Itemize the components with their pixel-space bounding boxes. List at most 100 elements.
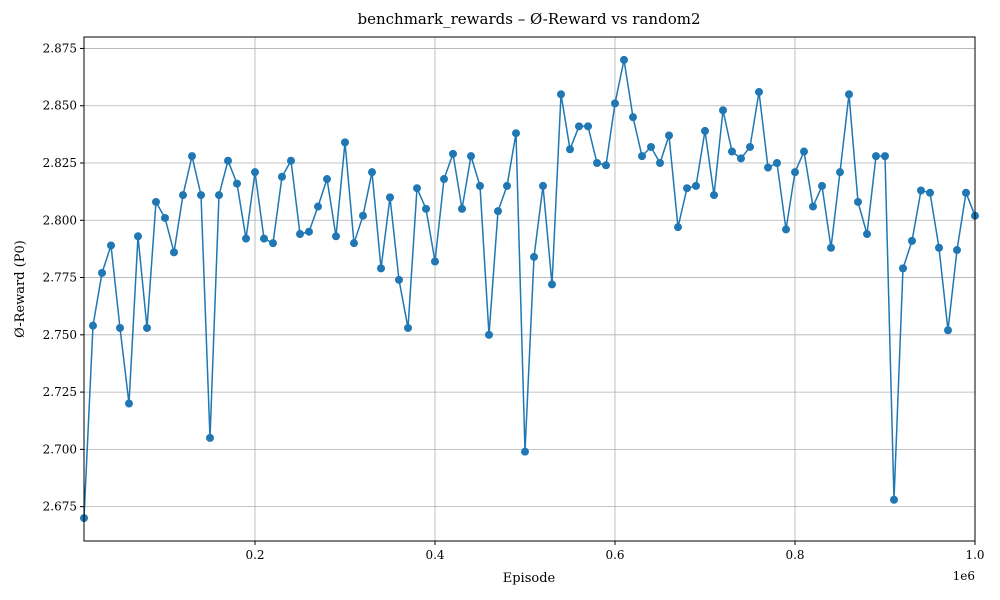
- point: [845, 90, 853, 99]
- point: [323, 175, 331, 184]
- point: [116, 323, 124, 332]
- point: [800, 147, 808, 156]
- point: [656, 159, 664, 167]
- point: [539, 181, 547, 190]
- point: [782, 225, 790, 234]
- point: [926, 188, 934, 197]
- plot-frame: [83, 36, 976, 542]
- point: [134, 232, 142, 241]
- point: [674, 223, 682, 232]
- point: [647, 142, 655, 151]
- point: [143, 323, 151, 332]
- point: [710, 191, 718, 200]
- point: [98, 268, 106, 277]
- point: [557, 90, 565, 99]
- point: [431, 257, 439, 266]
- point: [188, 152, 196, 161]
- chart-title: benchmark_rewards – Ø-Reward vs random2: [358, 10, 701, 28]
- y-tick-label: 2.800: [43, 213, 77, 227]
- point: [467, 152, 475, 161]
- point: [485, 330, 493, 339]
- y-tick-label: 2.875: [43, 41, 77, 55]
- point: [341, 138, 349, 147]
- point: [755, 87, 763, 96]
- point: [818, 181, 826, 190]
- point: [584, 122, 592, 131]
- point: [206, 433, 214, 442]
- point: [89, 321, 97, 330]
- point: [602, 161, 610, 170]
- y-tick-label: 2.850: [43, 99, 77, 113]
- point: [854, 197, 862, 206]
- point: [836, 168, 844, 177]
- point: [242, 234, 250, 243]
- point: [566, 145, 574, 154]
- point: [197, 191, 205, 200]
- point: [611, 99, 619, 108]
- point: [827, 243, 835, 252]
- x-tick-label: 1.0: [965, 548, 984, 562]
- point: [737, 154, 745, 163]
- line: [83, 59, 976, 519]
- y-axis-label: Ø-Reward (P0): [13, 240, 28, 338]
- point: [917, 186, 925, 195]
- point: [440, 175, 448, 184]
- point: [224, 156, 232, 165]
- point: [287, 156, 295, 165]
- point: [494, 207, 502, 216]
- y-tick-label: 2.750: [43, 328, 77, 342]
- point: [107, 241, 115, 250]
- point: [575, 122, 583, 131]
- point: [809, 202, 817, 211]
- y-tick-label: 2.700: [43, 442, 77, 456]
- point: [872, 152, 880, 161]
- point: [305, 227, 313, 236]
- x-tick-label: 0.8: [785, 548, 804, 562]
- point: [944, 326, 952, 335]
- point: [638, 152, 646, 161]
- point: [152, 197, 160, 206]
- point: [791, 168, 799, 177]
- point: [530, 252, 538, 261]
- point: [773, 159, 781, 167]
- point: [890, 495, 898, 504]
- point: [278, 172, 286, 181]
- point: [593, 159, 601, 167]
- point: [908, 236, 916, 245]
- point: [269, 239, 277, 248]
- point: [728, 147, 736, 156]
- point: [413, 184, 421, 193]
- x-offset-label: 1e6: [953, 569, 975, 583]
- point: [251, 168, 259, 177]
- point: [215, 191, 223, 200]
- point: [476, 181, 484, 190]
- point: [746, 142, 754, 151]
- point: [701, 126, 709, 135]
- point: [503, 181, 511, 190]
- point: [179, 191, 187, 200]
- point: [962, 188, 970, 197]
- point: [296, 230, 304, 239]
- point: [233, 179, 241, 188]
- point: [395, 275, 403, 284]
- point: [629, 113, 637, 122]
- point: [863, 230, 871, 239]
- point: [665, 131, 673, 140]
- x-tick-label: 0.4: [425, 548, 444, 562]
- point: [161, 213, 169, 222]
- point: [332, 232, 340, 241]
- point: [377, 264, 385, 273]
- y-tick-label: 2.725: [43, 385, 77, 399]
- point: [548, 280, 556, 289]
- x-tick-label: 0.2: [245, 548, 264, 562]
- point: [953, 246, 961, 255]
- point: [422, 204, 430, 213]
- x-tick-label: 0.6: [605, 548, 624, 562]
- point: [350, 239, 358, 248]
- point: [764, 163, 772, 172]
- point: [521, 447, 529, 456]
- point: [404, 323, 412, 332]
- point: [359, 211, 367, 220]
